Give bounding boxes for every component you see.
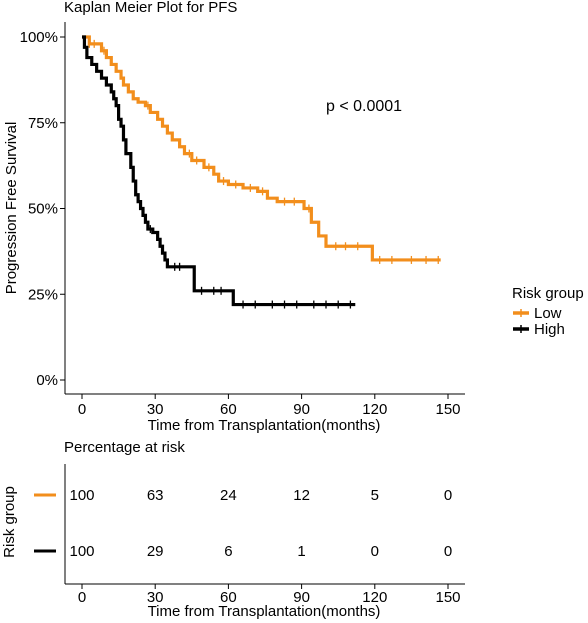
legend-item-high: High [513,321,565,338]
risk-value-high: 6 [224,543,232,560]
x-tick-label: 60 [220,401,237,418]
legend-label-high: High [534,321,565,338]
x-tick-label: 120 [362,401,387,418]
y-tick-label: 75% [28,115,58,132]
risk-value-low: 100 [69,487,94,504]
y-tick-label: 25% [28,286,58,303]
y-tick-label: 50% [28,201,58,218]
legend-label-low: Low [534,305,562,322]
km-curves [82,35,441,309]
risk-value-low: 5 [371,487,379,504]
risk-x-tick-label: 90 [293,589,310,606]
p-value-annotation: p < 0.0001 [326,98,402,115]
risk-x-tick-label: 30 [147,589,164,606]
risk-value-low: 63 [147,487,164,504]
km-curve-high [82,35,356,307]
risk-value-high: 1 [297,543,305,560]
x-tick-label: 30 [147,401,164,418]
x-axis-label: Time from Transplantation(months) [148,417,381,434]
legend-title: Risk group [512,285,584,302]
risk-x-tick-label: 60 [220,589,237,606]
risk-x-tick-label: 150 [435,589,460,606]
risk-x-axis-label: Time from Transplantation(months) [148,603,381,620]
risk-value-low: 0 [444,487,452,504]
risk-table-title: Percentage at risk [64,439,185,456]
risk-value-high: 29 [147,543,164,560]
legend: Risk group Low High [512,285,584,338]
x-tick-label: 0 [78,401,86,418]
risk-value-high: 100 [69,543,94,560]
main-axis-ticks: 0 30 60 90 120 150 0% 25% 50% 75% 100% [20,29,461,418]
risk-table-y-label: Risk group [1,486,18,558]
risk-value-low: 24 [220,487,237,504]
risk-axis-ticks: 0 30 60 90 120 150 [78,584,461,606]
km-curve-low [82,35,441,262]
risk-value-low: 12 [293,487,310,504]
risk-value-high: 0 [371,543,379,560]
risk-x-tick-label: 0 [78,589,86,606]
x-tick-label: 150 [435,401,460,418]
risk-value-high: 0 [444,543,452,560]
y-tick-label: 0% [36,372,58,389]
y-axis-label: Progression Free Survival [3,122,20,295]
x-tick-label: 90 [293,401,310,418]
risk-x-tick-label: 120 [362,589,387,606]
y-tick-label: 100% [20,29,58,46]
chart-title: Kaplan Meier Plot for PFS [64,0,237,16]
legend-item-low: Low [513,305,562,322]
